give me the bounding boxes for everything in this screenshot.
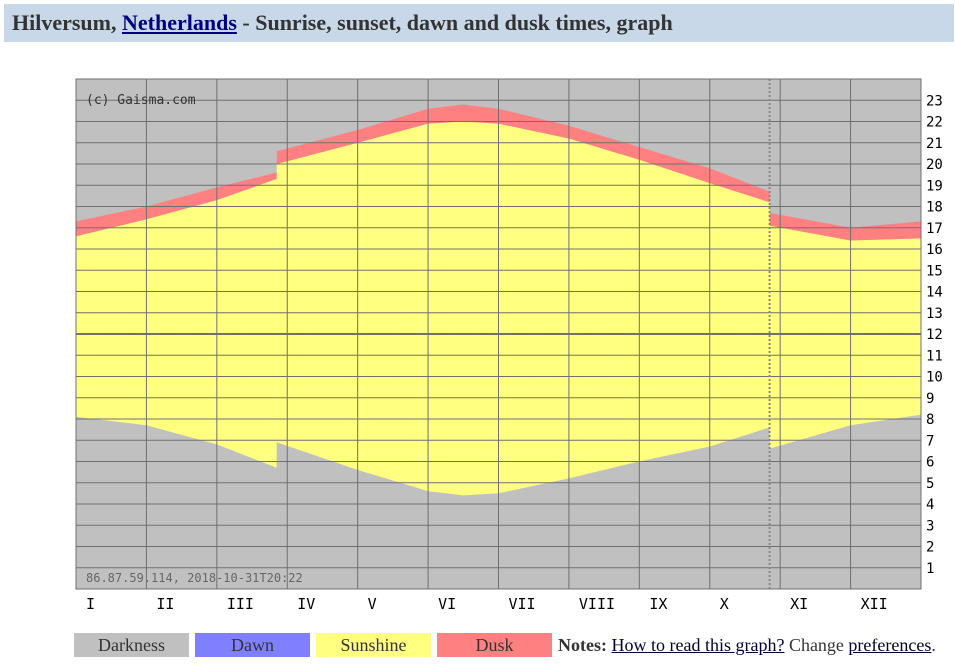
copyright-text: (c) Gaisma.com <box>86 93 196 108</box>
x-tick-label: VII <box>509 595 536 613</box>
how-to-read-link[interactable]: How to read this graph? <box>611 634 785 655</box>
y-tick-label: 10 <box>926 370 943 386</box>
chart-frame <box>75 78 922 590</box>
x-tick-label: XII <box>861 595 888 613</box>
notes-label: Notes: <box>558 634 607 655</box>
y-tick-label: 12 <box>926 327 943 343</box>
y-tick-label: 23 <box>926 93 943 109</box>
y-tick-label: 16 <box>926 242 943 258</box>
y-tick-label: 19 <box>926 178 943 194</box>
legend-dawn: Dawn <box>195 633 310 657</box>
y-tick-label: 15 <box>926 263 943 279</box>
y-tick-label: 13 <box>926 306 943 322</box>
y-tick-label: 4 <box>926 497 934 513</box>
place-name: Hilversum, <box>12 10 117 35</box>
notes-middle: Change <box>784 634 849 655</box>
x-tick-label: I <box>86 595 95 613</box>
y-tick-label: 8 <box>926 412 934 428</box>
notes-end: . <box>931 634 936 655</box>
y-tick-label: 11 <box>926 348 943 364</box>
legend: Darkness Dawn Sunshine Dusk Notes: How t… <box>74 632 936 658</box>
legend-darkness: Darkness <box>74 633 189 657</box>
x-tick-label: VIII <box>579 595 615 613</box>
title-suffix: - Sunrise, sunset, dawn and dusk times, … <box>236 10 673 35</box>
y-tick-label: 3 <box>926 518 934 534</box>
legend-sunshine: Sunshine <box>316 633 431 657</box>
x-tick-label: II <box>156 595 174 613</box>
legend-label-sunshine: Sunshine <box>340 634 407 655</box>
x-tick-label: IX <box>649 595 667 613</box>
x-tick-label: VI <box>438 595 456 613</box>
x-tick-label: X <box>720 595 729 613</box>
y-tick-label: 17 <box>926 221 943 237</box>
country-link[interactable]: Netherlands <box>122 10 237 35</box>
y-tick-label: 5 <box>926 476 934 492</box>
preferences-link[interactable]: preferences <box>848 634 932 655</box>
footer-stamp: 86.87.59.114, 2018-10-31T20:22 <box>86 571 303 585</box>
legend-label-darkness: Darkness <box>98 634 165 655</box>
notes: Notes: How to read this graph? Change pr… <box>558 635 936 656</box>
y-tick-label: 6 <box>926 455 934 471</box>
y-tick-label: 21 <box>926 136 943 152</box>
legend-label-dusk: Dusk <box>475 634 514 655</box>
y-tick-label: 2 <box>926 540 934 556</box>
x-tick-label: XI <box>790 595 808 613</box>
y-tick-label: 9 <box>926 391 934 407</box>
legend-dusk: Dusk <box>437 633 552 657</box>
y-tick-label: 20 <box>926 157 943 173</box>
y-tick-label: 14 <box>926 285 943 301</box>
legend-label-dawn: Dawn <box>231 634 274 655</box>
y-tick-label: 7 <box>926 433 934 449</box>
page-title: Hilversum, Netherlands - Sunrise, sunset… <box>4 4 954 42</box>
dusk-band <box>76 104 921 241</box>
x-tick-label: IV <box>297 595 315 613</box>
x-tick-label: V <box>368 595 377 613</box>
y-tick-label: 1 <box>926 561 934 577</box>
x-tick-label: III <box>227 595 254 613</box>
y-tick-label: 22 <box>926 115 943 131</box>
y-tick-label: 18 <box>926 200 943 216</box>
